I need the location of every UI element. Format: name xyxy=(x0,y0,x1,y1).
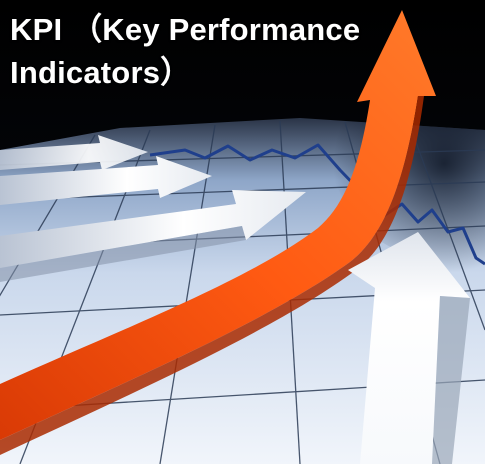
headline: KPI （Key Performance Indicators） xyxy=(10,8,390,94)
headline-line-2: Indicators） xyxy=(10,55,192,90)
white-arrow-icon xyxy=(348,232,470,464)
white-arrow-icon xyxy=(0,135,306,282)
headline-line-1: KPI （Key Performance xyxy=(10,12,361,47)
orange-rising-arrow-icon xyxy=(0,10,436,455)
